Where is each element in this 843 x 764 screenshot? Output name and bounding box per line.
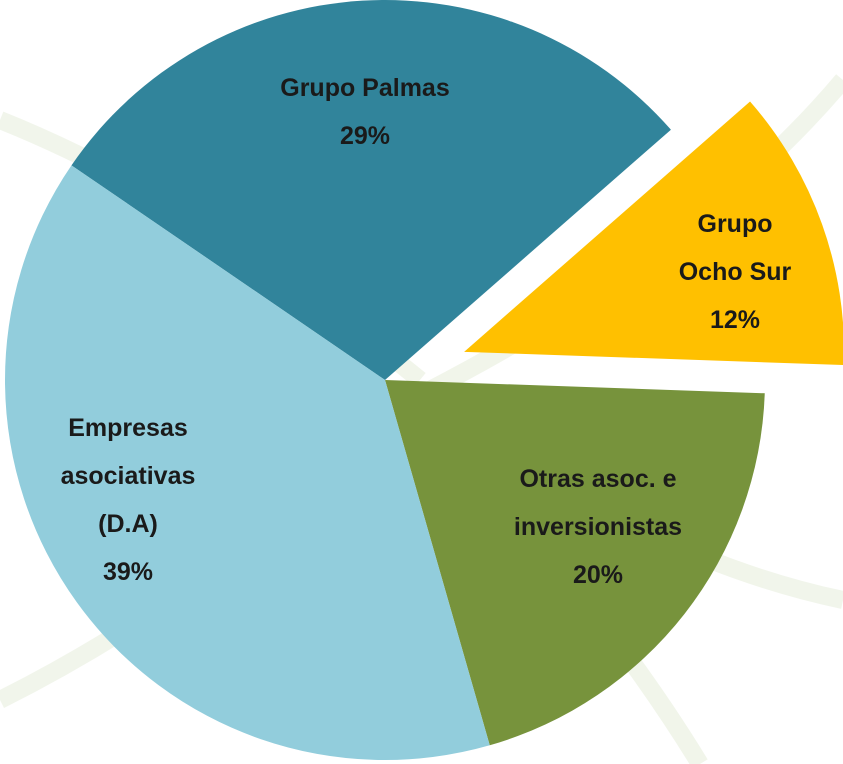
page: (() => { const data = JSON.parse(documen…	[0, 0, 843, 764]
category-label: Grupo Ocho Sur	[670, 200, 800, 296]
category-label: Grupo Palmas	[235, 64, 495, 112]
value-label: 39%	[38, 548, 218, 596]
slice-label: Empresas asociativas (D.A)39%	[38, 404, 218, 596]
category-label: Otras asoc. e inversionistas	[488, 455, 708, 551]
value-label: 29%	[235, 112, 495, 160]
value-label: 12%	[670, 296, 800, 344]
value-label: 20%	[488, 551, 708, 599]
category-label: Empresas asociativas (D.A)	[38, 404, 218, 548]
